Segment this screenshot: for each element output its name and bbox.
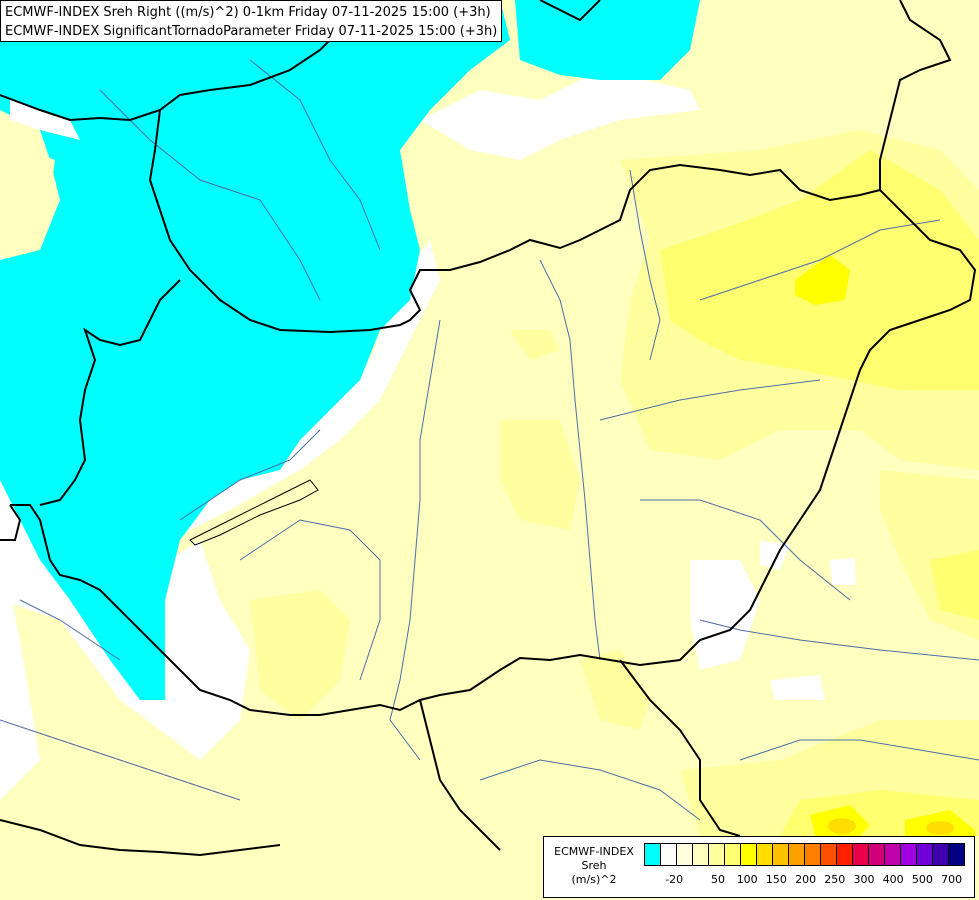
legend-swatch: [772, 843, 789, 866]
title-box: ECMWF-INDEX Sreh Right ((m/s)^2) 0-1km F…: [0, 0, 502, 42]
legend-tick-label: 100: [736, 873, 758, 886]
title-line-1: ECMWF-INDEX Sreh Right ((m/s)^2) 0-1km F…: [5, 5, 491, 20]
legend-swatch: [820, 843, 837, 866]
legend-tick-label: 150: [765, 873, 787, 886]
legend-swatch: [884, 843, 901, 866]
legend-swatch: [932, 843, 949, 866]
legend-tick-label: 50: [711, 873, 725, 886]
lake-balaton: [189, 479, 319, 546]
legend-tick-label: 250: [824, 873, 846, 886]
legend-tick-label: 500: [911, 873, 933, 886]
legend-swatch: [708, 843, 725, 866]
legend-swatch: [804, 843, 821, 866]
legend-swatch: [852, 843, 869, 866]
legend-swatch: [740, 843, 757, 866]
legend-swatch: [644, 843, 661, 866]
country-borders: [0, 0, 977, 857]
legend-label: ECMWF-INDEX Sreh (m/s)^2: [546, 845, 642, 887]
legend-variable: Sreh: [581, 859, 607, 872]
sreh-200-250: [828, 818, 954, 835]
color-legend: ECMWF-INDEX Sreh (m/s)^2 -20 50 100 150 200 2…: [543, 836, 975, 898]
legend-swatches: [644, 843, 965, 866]
negative-sreh-region: [0, 0, 700, 700]
legend-ticks: -20 50 100 150 200 250 300 400 500 700: [645, 873, 975, 889]
legend-tick-label: 400: [882, 873, 904, 886]
legend-swatch: [868, 843, 885, 866]
legend-tick-label: -20: [665, 873, 684, 886]
legend-swatch: [724, 843, 741, 866]
legend-swatch: [836, 843, 853, 866]
legend-swatch: [900, 843, 917, 866]
sreh-150-200: [795, 255, 975, 836]
legend-tick-label: 300: [853, 873, 875, 886]
legend-swatch: [756, 843, 773, 866]
legend-swatch: [948, 843, 965, 866]
legend-unit: (m/s)^2: [571, 873, 617, 886]
legend-swatch: [788, 843, 805, 866]
legend-swatch: [916, 843, 933, 866]
legend-tick-label: 200: [795, 873, 817, 886]
legend-title: ECMWF-INDEX: [554, 845, 634, 858]
rivers: [0, 59, 979, 821]
legend-swatch: [676, 843, 693, 866]
title-line-2: ECMWF-INDEX SignificantTornadoParameter …: [5, 24, 498, 39]
legend-swatch: [660, 843, 677, 866]
legend-swatch: [692, 843, 709, 866]
legend-tick-label: 700: [941, 873, 963, 886]
